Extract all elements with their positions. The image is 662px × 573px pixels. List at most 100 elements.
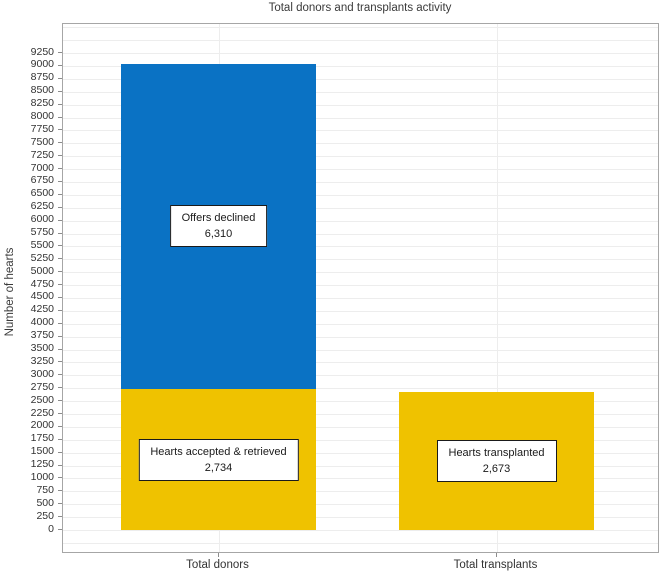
y-tick-mark <box>58 348 62 350</box>
y-tick-mark <box>58 64 62 66</box>
segment-label-text: Offers declined <box>181 212 256 225</box>
h-gridline <box>63 530 658 531</box>
h-gridline <box>63 78 658 80</box>
y-tick-mark <box>58 90 62 92</box>
h-gridline <box>63 323 658 325</box>
y-tick-mark <box>58 219 62 221</box>
x-tick-label: Total donors <box>186 559 249 571</box>
y-tick-mark <box>58 477 62 479</box>
y-tick-mark <box>58 464 62 466</box>
y-tick-mark <box>58 116 62 118</box>
chart-title: Total donors and transplants activity <box>268 2 452 14</box>
y-tick-mark <box>58 387 62 389</box>
h-gridline <box>63 491 658 493</box>
y-tick-label: 2500 <box>30 393 54 406</box>
y-tick-mark <box>58 296 62 298</box>
h-gridline <box>63 104 658 106</box>
y-tick-label: 8750 <box>30 71 54 84</box>
y-tick-mark <box>58 451 62 453</box>
y-tick-mark <box>58 516 62 518</box>
y-tick-label: 8500 <box>30 84 54 97</box>
y-tick-label: 2750 <box>30 380 54 393</box>
plot-panel: Hearts accepted & retrieved 2,734 Offers d… <box>62 23 659 553</box>
h-gridline <box>63 40 658 42</box>
y-tick-label: 3500 <box>30 342 54 354</box>
h-gridline <box>63 362 658 364</box>
h-gridline <box>63 452 658 454</box>
y-tick-mark <box>58 193 62 195</box>
h-gridline <box>63 169 658 170</box>
y-tick-label: 8250 <box>30 97 54 110</box>
h-gridline <box>63 91 658 93</box>
y-tick-label: 500 <box>36 496 54 509</box>
y-tick-mark <box>58 529 62 530</box>
segment-value-text: 2,734 <box>204 461 233 474</box>
y-tick-mark <box>58 271 62 273</box>
y-tick-label: 9000 <box>30 58 54 71</box>
h-gridline <box>63 517 658 519</box>
y-tick-label: 4500 <box>30 290 54 303</box>
y-tick-label: 250 <box>36 509 54 522</box>
y-tick-label: 6000 <box>30 213 54 226</box>
h-gridline <box>63 401 658 403</box>
y-tick-mark <box>58 52 62 53</box>
y-tick-label: 4750 <box>30 277 54 290</box>
h-gridline <box>63 194 658 196</box>
y-tick-label: 1000 <box>30 470 54 483</box>
segment-label-text: Hearts accepted & retrieved <box>150 445 287 458</box>
y-tick-label: 1250 <box>30 458 54 470</box>
h-gridline <box>63 285 658 287</box>
segment-label-box: Hearts accepted & retrieved 2,734 <box>138 438 299 481</box>
y-tick-label: 3000 <box>30 367 54 380</box>
segment-label-box: Hearts transplanted 2,673 <box>436 440 557 483</box>
y-tick-label: 6500 <box>30 187 54 200</box>
y-tick-label: 2250 <box>30 406 54 419</box>
y-tick-mark <box>58 503 62 505</box>
y-tick-label: 9250 <box>30 45 54 58</box>
y-tick-label: 7750 <box>30 122 54 135</box>
y-tick-label: 4250 <box>30 303 54 316</box>
h-gridline <box>63 414 658 415</box>
y-tick-mark <box>58 180 62 182</box>
x-tick-label: Total transplants <box>453 559 538 571</box>
y-tick-mark <box>58 438 62 440</box>
y-tick-mark <box>58 258 62 260</box>
h-gridline <box>63 349 658 351</box>
y-tick-label: 7500 <box>30 135 54 148</box>
h-gridline <box>63 259 658 261</box>
y-tick-mark <box>58 335 62 337</box>
y-tick-label: 2000 <box>30 419 54 432</box>
h-gridline <box>63 465 658 467</box>
y-tick-label: 1750 <box>30 432 54 445</box>
h-gridline <box>63 272 658 274</box>
y-tick-label: 6750 <box>30 174 54 187</box>
h-gridline <box>63 117 658 119</box>
segment-value-text: 6,310 <box>204 228 233 241</box>
y-tick-mark <box>58 168 62 169</box>
h-gridline <box>63 297 658 299</box>
h-gridline <box>63 310 658 312</box>
h-gridline <box>63 375 658 377</box>
y-tick-label: 8000 <box>30 110 54 122</box>
y-tick-label: 7250 <box>30 148 54 161</box>
y-tick-label: 5000 <box>30 264 54 277</box>
h-gridline <box>63 246 658 248</box>
y-tick-mark <box>58 142 62 144</box>
y-tick-label: 5750 <box>30 226 54 238</box>
h-gridline <box>63 504 658 506</box>
h-gridline <box>63 156 658 158</box>
y-tick-mark <box>58 413 62 414</box>
h-gridline <box>63 130 658 132</box>
y-tick-mark <box>58 103 62 105</box>
y-tick-mark <box>58 155 62 157</box>
h-gridline <box>63 65 658 67</box>
h-gridline <box>63 27 658 29</box>
h-gridline <box>63 426 658 428</box>
y-tick-mark <box>58 425 62 427</box>
y-tick-label: 5500 <box>30 238 54 251</box>
segment-label-box: Offers declined 6,310 <box>169 205 268 248</box>
y-tick-mark <box>58 129 62 131</box>
h-gridline <box>63 220 658 222</box>
y-tick-mark <box>58 322 62 324</box>
